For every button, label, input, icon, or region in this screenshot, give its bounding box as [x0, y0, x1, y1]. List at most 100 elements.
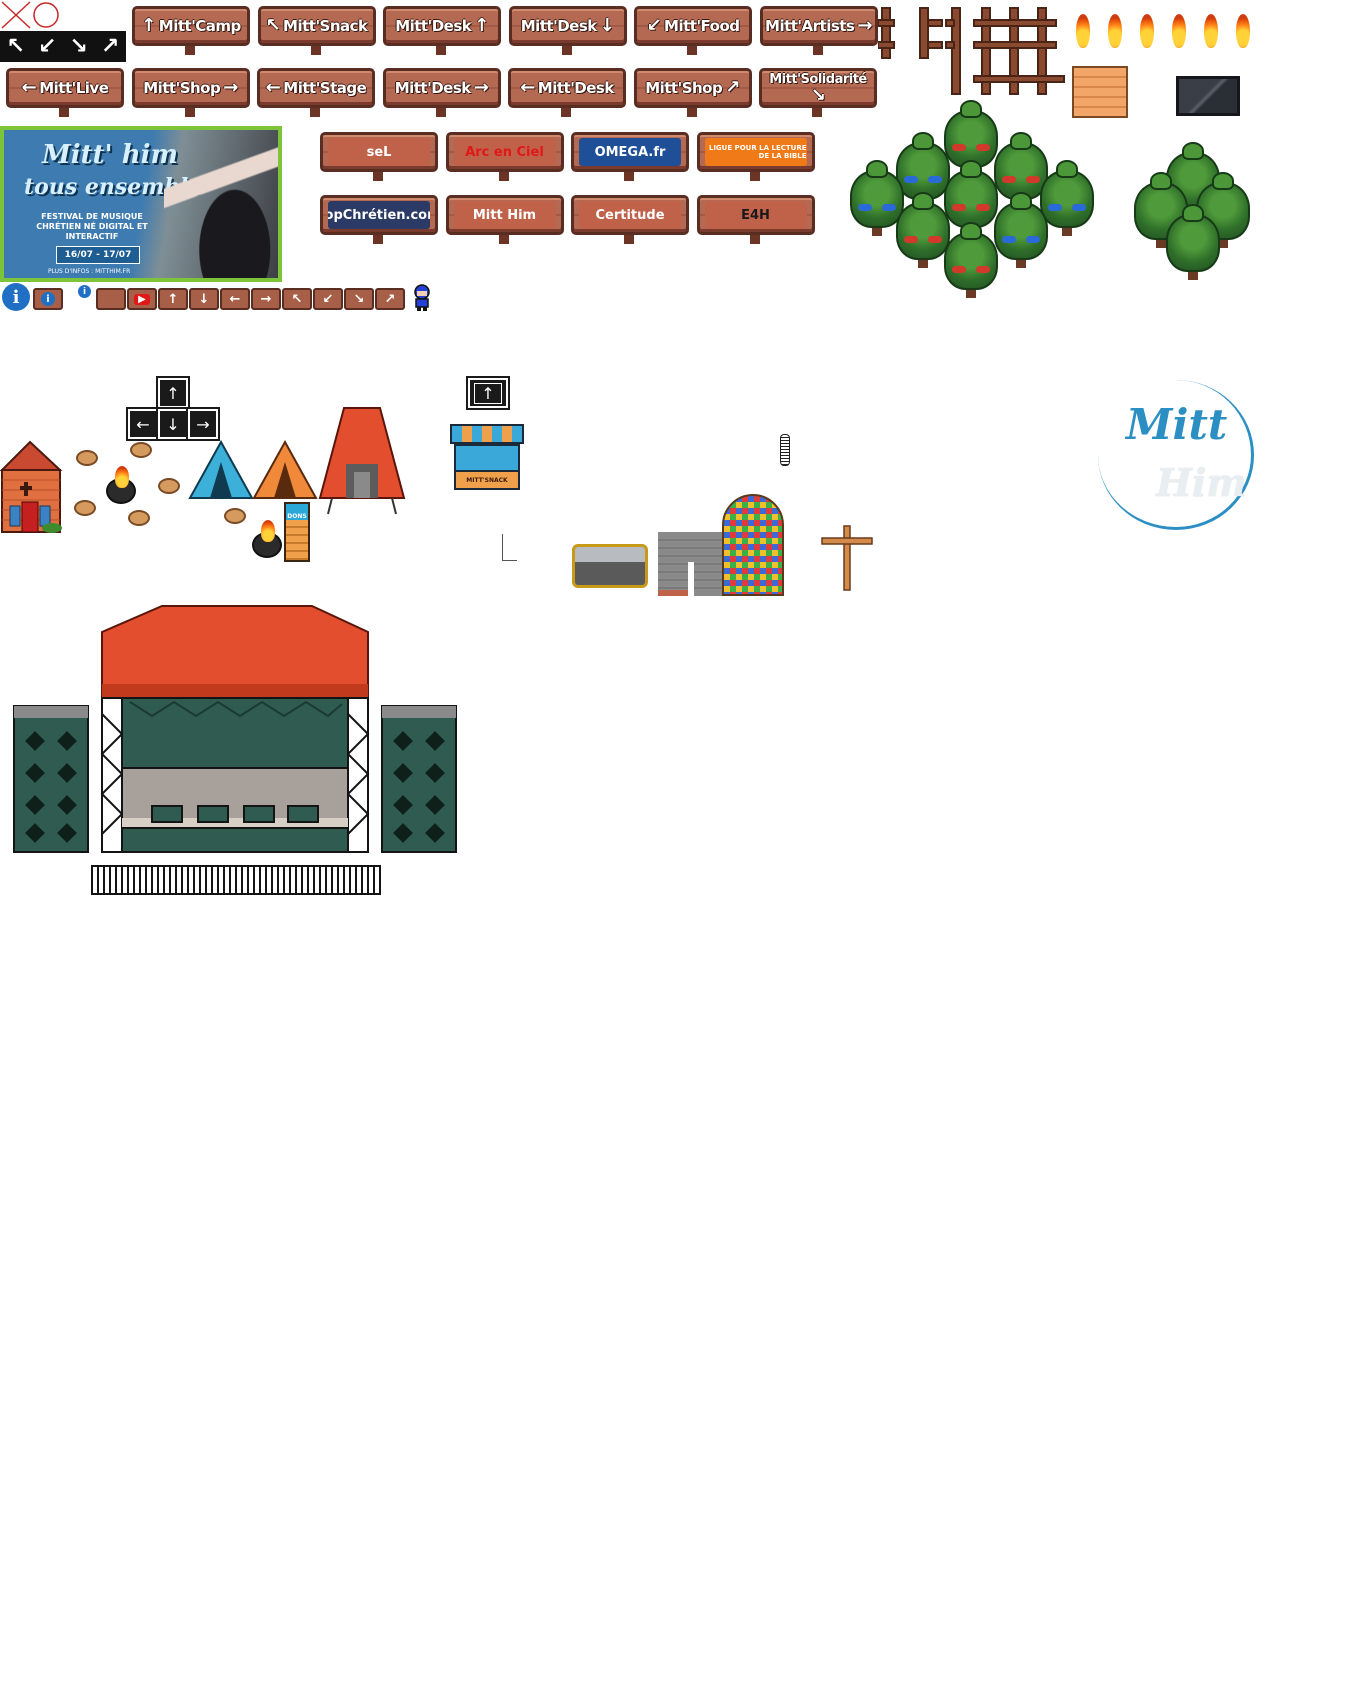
corner-arrow-strip: ↖ ↙ ↘ ↗ — [0, 31, 126, 62]
mini-arrow-board[interactable]: ↙ — [313, 288, 343, 310]
mini-arrow-board[interactable]: ↗ — [375, 288, 405, 310]
info-icon-large[interactable]: i — [2, 283, 30, 311]
sign-label: Mitt'Food — [664, 17, 740, 35]
tree-tip — [960, 100, 982, 118]
sign-post — [373, 172, 383, 181]
mini-arrow-board[interactable]: ↘ — [344, 288, 374, 310]
sign-post — [435, 108, 446, 117]
sign-label: Mitt'Desk — [520, 17, 598, 35]
tree-trunk — [1062, 226, 1072, 236]
sign-label: Mitt'Desk — [537, 79, 615, 97]
sign-post — [561, 46, 572, 55]
info-icon-small: i — [41, 292, 55, 306]
direction-sign: ← Mitt'Desk — [508, 68, 626, 117]
tree-tip — [912, 192, 934, 210]
logo-word-mitt: Mitt — [1126, 400, 1228, 449]
sponsor-sign[interactable]: Certitude — [571, 195, 689, 244]
sign-post — [749, 172, 760, 181]
key-up: ↑ — [156, 376, 190, 410]
small-hook — [502, 534, 517, 561]
tree-trunk — [1156, 238, 1166, 248]
tree-berries — [904, 236, 918, 243]
flame-icon — [1172, 14, 1186, 48]
tree-berries — [952, 266, 966, 273]
log-stool — [130, 442, 152, 458]
tree-tip — [1150, 172, 1172, 190]
sponsor-sign[interactable]: Arc en Ciel — [445, 132, 564, 181]
mini-arrow-board[interactable]: ↓ — [189, 288, 219, 310]
tent-orange — [252, 440, 318, 499]
tree-tip — [960, 222, 982, 240]
sign-plank — [759, 68, 877, 108]
tree-berries — [928, 236, 942, 243]
tree-tip — [1010, 132, 1032, 150]
direction-sign: Mitt'Solidarité ↘ — [759, 68, 877, 117]
direction-sign: ← Mitt'Stage — [257, 68, 375, 117]
tree-tip — [1182, 142, 1204, 160]
sponsor-sign[interactable]: OMEGA.fr — [571, 132, 689, 181]
tree-berries — [1048, 204, 1062, 211]
sign-post — [59, 108, 69, 117]
sponsor-sign[interactable]: TopChrétien.com — [320, 195, 438, 244]
youtube-board[interactable]: ▶ — [127, 288, 157, 310]
sign-arrow-icon: ← — [520, 77, 535, 98]
tree-berries — [1002, 236, 1016, 243]
wooden-cross — [821, 525, 873, 591]
tree-berries — [928, 176, 942, 183]
sign-label: Mitt'Shop — [645, 79, 723, 97]
sponsor-sign[interactable]: E4H — [696, 195, 815, 244]
sign-plank — [759, 6, 878, 46]
pine-tree — [892, 132, 954, 210]
tree-crown — [1166, 214, 1220, 272]
sponsor-logo: LIGUE POUR LA LECTURE DE LA BIBLE — [704, 138, 807, 166]
tree-trunk — [1218, 238, 1228, 248]
tree-berries — [904, 176, 918, 183]
sign-arrow-icon: ↙ — [646, 15, 662, 36]
sign-post — [185, 46, 195, 55]
tree-crown — [994, 202, 1048, 260]
pine-tree — [990, 192, 1052, 270]
direction-sign: Mitt'Desk ↓ — [508, 6, 627, 55]
sponsor-sign[interactable]: seL — [320, 132, 438, 181]
flame-icon — [1140, 14, 1154, 48]
arrow-up-right-icon: ↗ — [101, 34, 120, 59]
mini-arrow-board[interactable]: ← — [220, 288, 250, 310]
tree-berries — [1026, 176, 1040, 183]
sign-content: ↑ Mitt'Camp — [132, 6, 250, 46]
sponsor-logo: TopChrétien.com — [328, 201, 430, 229]
arrow-up-left-icon: ↖ — [6, 34, 25, 59]
player-avatar-icon[interactable] — [412, 284, 432, 312]
sign-label: Mitt'Solidarité — [769, 71, 867, 87]
sponsor-logo: Arc en Ciel — [453, 138, 556, 166]
sponsor-logo: Certitude — [579, 201, 681, 229]
sign-post — [498, 235, 509, 244]
direction-sign: ← Mitt'Live — [6, 68, 124, 117]
donation-box-label: DONS — [287, 513, 307, 520]
concert-stage — [13, 605, 457, 895]
mitt-him-logo: Mitt Him — [1098, 380, 1254, 530]
fence-pieces — [878, 7, 1065, 95]
sign-content: ← Mitt'Live — [6, 68, 124, 108]
tv-screen — [1176, 76, 1240, 116]
tree-berries — [976, 144, 990, 151]
sign-post — [749, 235, 760, 244]
direction-sign: Mitt'Shop → — [131, 68, 250, 117]
sign-post — [624, 172, 634, 181]
mini-arrow-board[interactable]: ↑ — [158, 288, 188, 310]
mini-arrow-board[interactable]: ↖ — [282, 288, 312, 310]
sign-arrow-icon: ← — [265, 77, 281, 98]
direction-sign: Mitt'Artists → — [759, 6, 878, 55]
arrow-down-left-icon: ↙ — [38, 34, 57, 59]
flame-icon — [1076, 14, 1090, 48]
campfire — [106, 466, 136, 504]
sign-post — [310, 46, 321, 55]
sign-content: Mitt'Desk → — [383, 68, 501, 108]
sponsor-sign[interactable]: Mitt Him — [445, 195, 564, 244]
sign-arrow-icon: ↖ — [265, 15, 281, 36]
info-board[interactable]: i — [33, 288, 63, 310]
sign-label: Mitt'Snack — [283, 17, 368, 35]
sponsor-logo: Mitt Him — [453, 201, 556, 229]
sponsor-sign[interactable]: LIGUE POUR LA LECTURE DE LA BIBLE — [696, 132, 815, 181]
mini-arrow-board[interactable]: → — [251, 288, 281, 310]
info-icon-tiny[interactable]: i — [78, 285, 91, 298]
